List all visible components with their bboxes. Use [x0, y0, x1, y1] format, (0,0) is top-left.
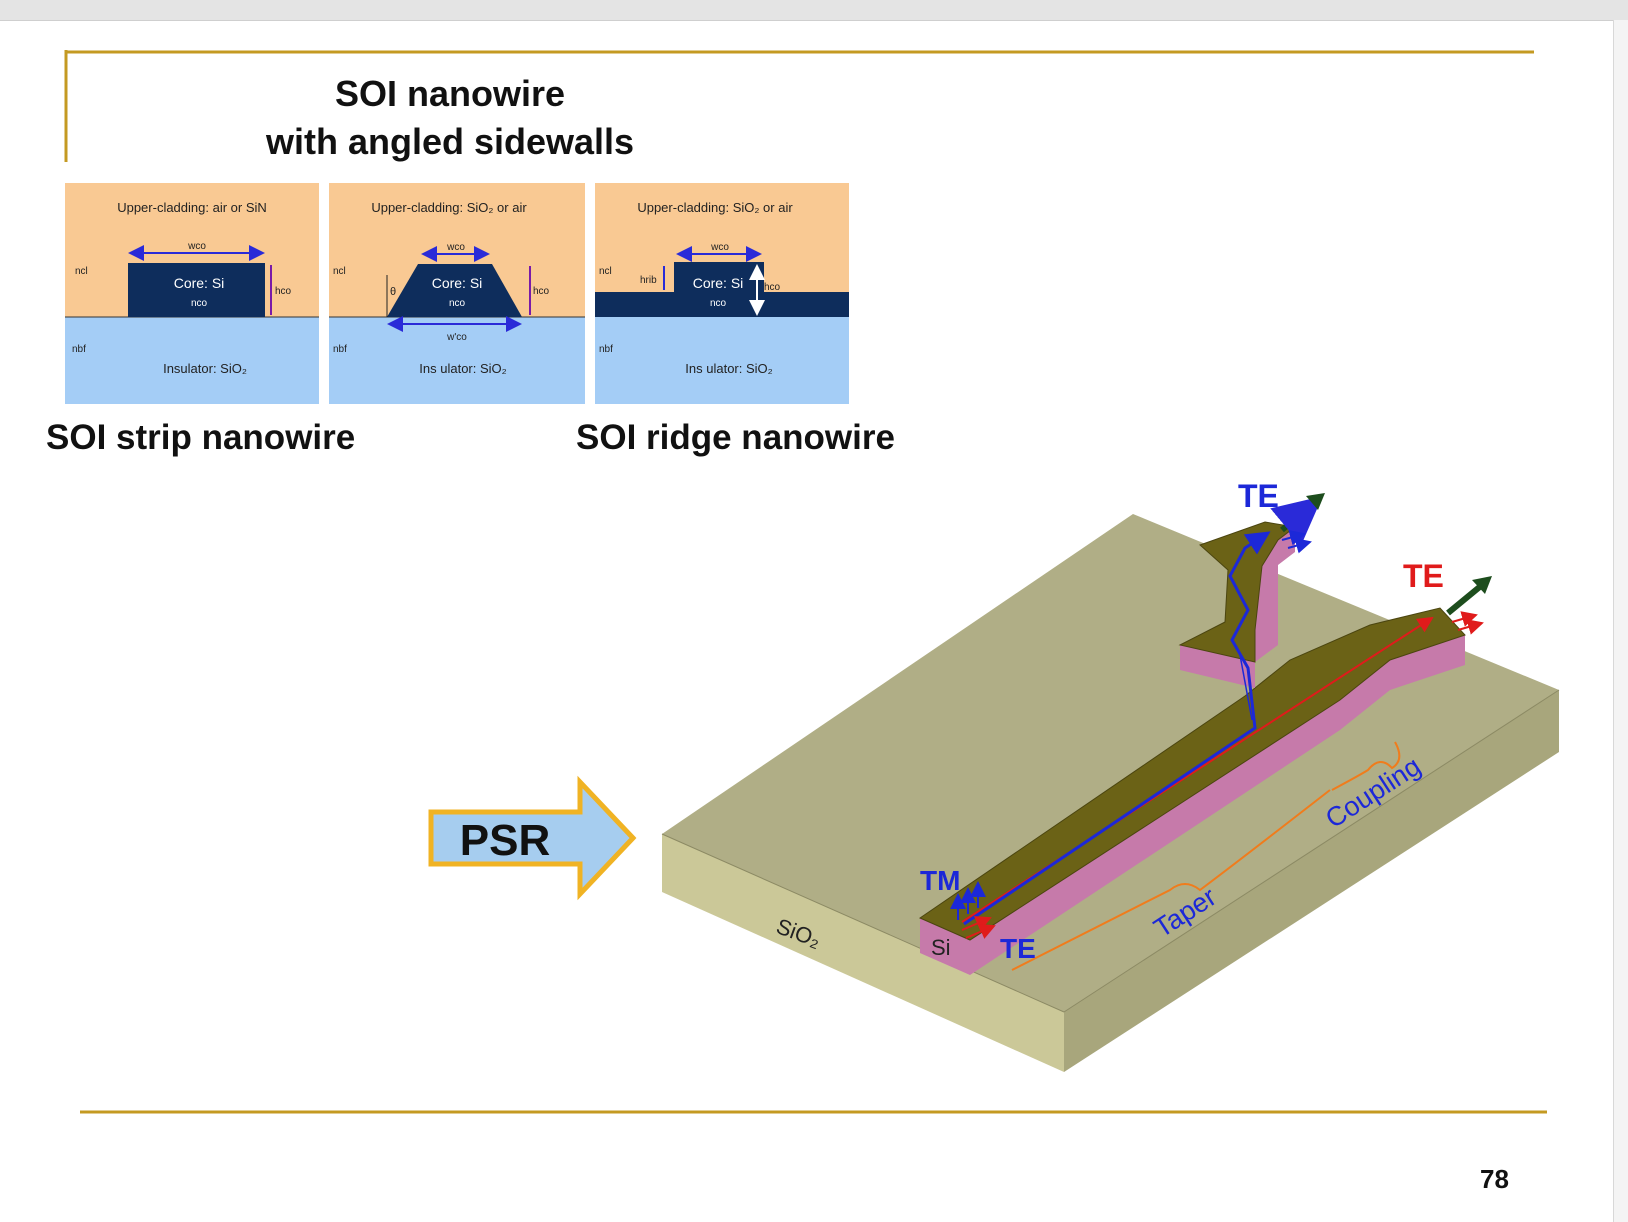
slab-side [1064, 690, 1559, 1072]
psr-arrow: PSR [428, 775, 637, 901]
psr-label: PSR [460, 816, 550, 865]
title-line-1: SOI nanowire [334, 73, 566, 114]
output-right-te-label: TE [1403, 558, 1444, 594]
core-label: Core: Si [693, 275, 744, 291]
width-label: wco [710, 242, 729, 253]
core-material-label: Si [931, 935, 951, 960]
rib-height-label: hrib [640, 275, 657, 286]
cladding-label: Upper-cladding: SiO₂ or air [637, 200, 793, 215]
page-number: 78 [1480, 1164, 1509, 1194]
input-te-label: TE [1000, 933, 1036, 964]
ncl-label: ncl [599, 266, 612, 277]
panel-ridge: Upper-cladding: SiO₂ or air wco ncl hrib… [595, 183, 849, 404]
psr-device-3d: SiO₂ Si TM TE TE TE Taper Coupling [661, 478, 1560, 1072]
window-right-edge [1613, 20, 1628, 1222]
strip-nanowire-label: SOI strip nanowire [46, 418, 356, 457]
cladding-label: Upper-cladding: SiO₂ or air [371, 200, 527, 215]
slab-front [662, 834, 1064, 1072]
insulator-label: Ins ulator: SiO₂ [685, 361, 772, 376]
taper-bracket [1011, 789, 1331, 971]
ncl-label: ncl [333, 266, 346, 277]
output-top-arrows [1270, 493, 1325, 554]
coupling-bracket [1331, 741, 1401, 791]
panel-angled: Upper-cladding: SiO₂ or air wco ncl θ Co… [329, 183, 585, 404]
waveguide-side [970, 635, 1465, 975]
angle-label: θ [390, 286, 396, 298]
insulator-label: Ins ulator: SiO₂ [419, 361, 506, 376]
core-label: Core: Si [432, 275, 483, 291]
title-line-2: with angled sidewalls [265, 121, 635, 162]
window-top-bar [0, 0, 1628, 21]
width-label: wco [446, 242, 465, 253]
insulator-label: Insulator: SiO₂ [163, 361, 247, 376]
nbf-label: nbf [72, 344, 86, 355]
input-tm-label: TM [920, 865, 960, 896]
height-label: hco [275, 286, 292, 297]
height-label: hco [533, 286, 550, 297]
ridge-nanowire-label: SOI ridge nanowire [576, 418, 895, 457]
waveguide-front [920, 918, 970, 975]
core-index-label: nco [191, 298, 208, 309]
output-top-te-label: TE [1238, 478, 1279, 514]
core-index-label: nco [449, 298, 466, 309]
width-label: wco [187, 241, 206, 252]
core-label: Core: Si [174, 275, 225, 291]
title-frame [64, 50, 1534, 162]
slab-top [662, 514, 1559, 1012]
nbf-label: nbf [333, 344, 347, 355]
core-index-label: nco [710, 298, 727, 309]
ncl-label: ncl [75, 266, 88, 277]
height-label: hco [764, 282, 781, 293]
input-tm-arrows [950, 881, 986, 920]
cladding-label: Upper-cladding: air or SiN [117, 200, 267, 215]
nbf-label: nbf [599, 344, 613, 355]
output-right-arrows [1446, 576, 1492, 635]
waveguide-bend-side [1180, 527, 1295, 688]
panel-strip: Upper-cladding: air or SiN wco ncl Core:… [65, 183, 319, 404]
input-te-arrows [961, 916, 996, 939]
bottom-width-label: w'co [446, 332, 467, 343]
slide-title: SOI nanowire with angled sidewalls [230, 70, 670, 166]
